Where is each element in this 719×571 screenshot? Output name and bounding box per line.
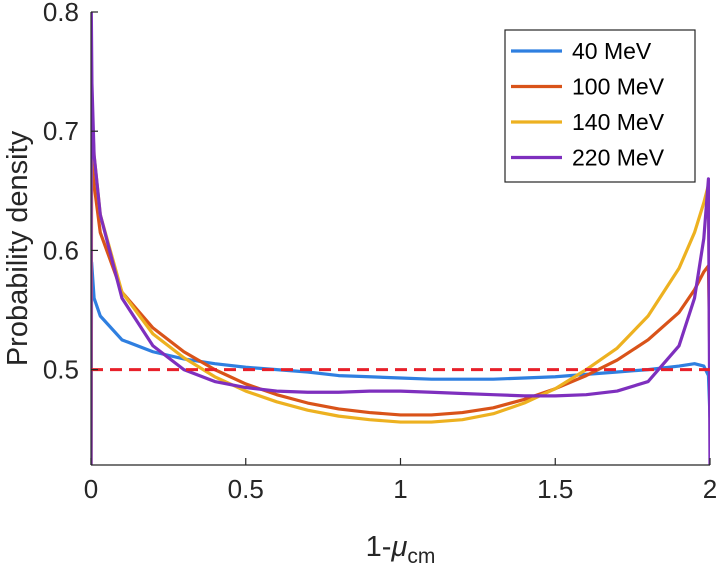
y-tick-label: 0.7 bbox=[43, 116, 79, 146]
x-tick-label: 0 bbox=[84, 474, 98, 504]
plot-layer bbox=[91, 12, 710, 465]
y-tick-label: 0.5 bbox=[43, 355, 79, 385]
series-line-4 bbox=[91, 12, 710, 465]
x-tick-label: 0.5 bbox=[228, 474, 264, 504]
legend: 40 MeV 100 MeV 140 MeV 220 MeV bbox=[504, 29, 696, 183]
legend-entry-label: 140 MeV bbox=[572, 109, 665, 135]
legend-entry-label: 40 MeV bbox=[572, 38, 652, 64]
x-tick-label: 2 bbox=[703, 474, 717, 504]
x-axis-title-main: 1- bbox=[366, 531, 392, 563]
y-tick-label: 0.8 bbox=[43, 0, 79, 27]
axes-layer: 0 0.5 1 1.5 2 0.5 0.6 0.7 0.8 bbox=[43, 0, 717, 504]
x-axis-title-symbol: μ bbox=[390, 531, 407, 563]
x-axis-title-subscript: cm bbox=[407, 545, 435, 568]
y-axis-title: Probability density bbox=[2, 130, 34, 366]
series-line-3 bbox=[91, 105, 710, 465]
legend-entry-label: 220 MeV bbox=[572, 145, 665, 171]
series-line-1 bbox=[91, 260, 710, 465]
series-line-2 bbox=[91, 153, 710, 465]
x-tick-label: 1 bbox=[393, 474, 407, 504]
y-tick-label: 0.6 bbox=[43, 235, 79, 265]
legend-entry-label: 100 MeV bbox=[572, 74, 665, 100]
x-axis-title: 1-μcm bbox=[366, 531, 436, 568]
x-tick-label: 1.5 bbox=[537, 474, 573, 504]
